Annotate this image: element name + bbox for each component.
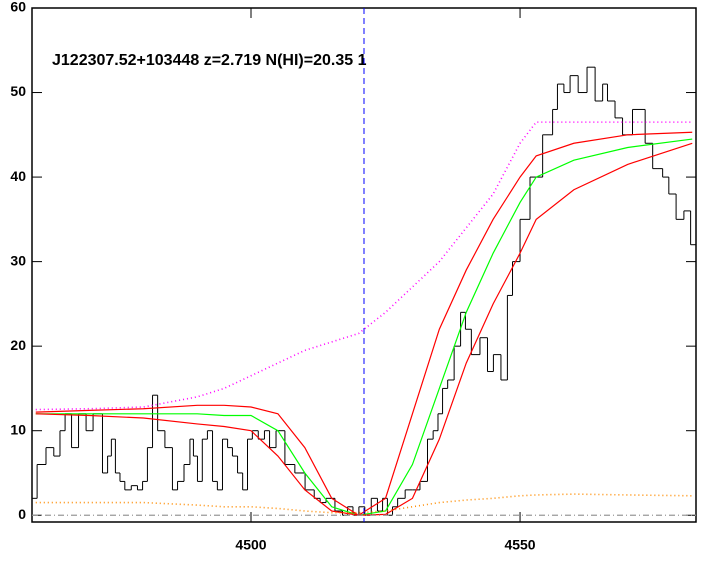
model-line — [35, 493, 693, 514]
y-tick-label: 60 — [10, 0, 26, 15]
model-line — [35, 138, 693, 516]
plot-frame — [31, 7, 697, 523]
y-tick-label: 10 — [10, 421, 26, 437]
x-tick-label: 4550 — [504, 537, 535, 553]
model-line — [35, 131, 693, 516]
y-tick-label: 20 — [10, 337, 26, 353]
spectrum-riser — [36, 67, 692, 516]
y-tick-label: 50 — [10, 83, 26, 99]
y-tick-label: 40 — [10, 168, 26, 184]
model-line — [35, 121, 693, 411]
chart-title: J122307.52+103448 z=2.719 N(HI)=20.35 1 — [52, 52, 367, 69]
x-tick-label: 4500 — [235, 537, 266, 553]
y-tick-label: 0 — [18, 506, 26, 522]
y-tick-label: 30 — [10, 252, 26, 268]
